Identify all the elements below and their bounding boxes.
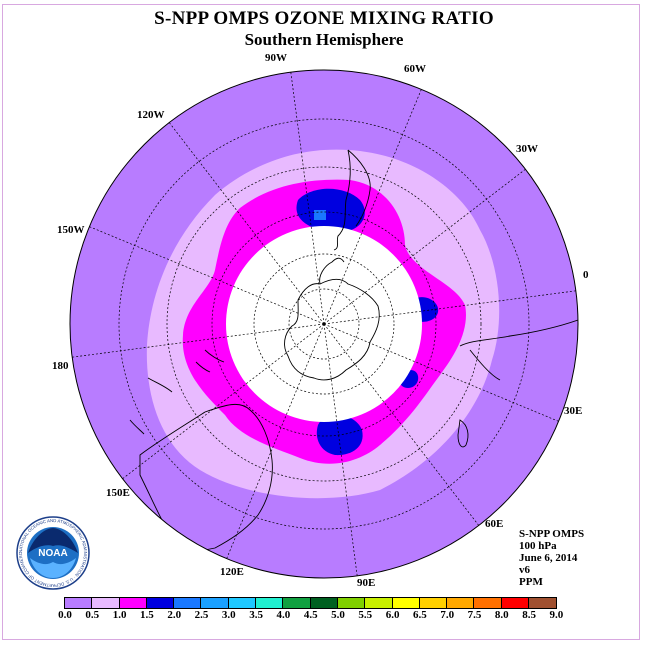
africa-tip (459, 319, 578, 381)
colorbar-tick-label: 0.5 (85, 609, 100, 621)
colorbar-swatch (337, 598, 366, 608)
colorbar-swatch (365, 598, 393, 608)
colorbar-tick-label: 3.0 (221, 609, 236, 621)
colorbar (64, 597, 558, 609)
colorbar-tick-label: 9.0 (549, 609, 564, 621)
noaa-logo-text: NOAA (38, 548, 67, 559)
longitude-label: 90W (265, 52, 287, 64)
colorbar-tick-label: 8.0 (494, 609, 509, 621)
longitude-label: 0 (583, 269, 589, 281)
colorbar-tick-label: 4.0 (276, 609, 291, 621)
antarctica-outline (284, 257, 380, 381)
longitude-label: 120E (220, 566, 244, 578)
colorbar-tick-label: 3.5 (249, 609, 263, 621)
plot-frame (2, 4, 640, 640)
colorbar-swatch (310, 598, 338, 608)
colorbar-swatch (256, 598, 284, 608)
ozone-band-1-5-d (316, 414, 363, 456)
globe-outline (69, 69, 579, 579)
colorbar-swatch (174, 598, 202, 608)
colorbar-swatch (474, 598, 502, 608)
colorbar-swatch (392, 598, 420, 608)
info-units: PPM (519, 576, 543, 588)
info-version: v6 (519, 564, 530, 576)
longitude-label: 60W (404, 63, 426, 75)
longitude-label: 90E (357, 577, 376, 589)
colorbar-tick-label: 7.0 (440, 609, 455, 621)
info-instrument: S-NPP OMPS (519, 528, 585, 540)
colorbar-swatch (529, 598, 557, 608)
colorbar-swatch (283, 598, 311, 608)
colorbar-tick-label: 2.5 (194, 609, 209, 621)
longitude-label: 150E (106, 487, 130, 499)
colorbar-tick-label: 0.0 (58, 609, 72, 621)
colorbar-swatch (501, 598, 530, 608)
map-title: S-NPP OMPS OZONE MIXING RATIO (154, 8, 494, 29)
colorbar-tick-label: 6.0 (385, 609, 400, 621)
colorbar-tick-label: 1.0 (112, 609, 127, 621)
colorbar-tick-label: 2.0 (167, 609, 182, 621)
colorbar-tick-label: 5.5 (358, 609, 373, 621)
south-america-outline (333, 149, 371, 251)
noaa-logo: NOAA NATIONAL OCEANIC AND ATMOSPHERIC AD… (16, 516, 90, 590)
colorbar-tick-label: 1.5 (140, 609, 154, 621)
colorbar-swatch (201, 598, 229, 608)
colorbar-swatch (119, 598, 147, 608)
madagascar (457, 419, 469, 448)
longitude-label: 120W (137, 109, 165, 121)
colorbar-swatch (65, 598, 93, 608)
colorbar-swatch (228, 598, 257, 608)
colorbar-ticks: 0.0 0.5 1.0 1.5 2.0 2.5 3.0 3.5 4.0 4.5 5.0 5.5 6.0 6… (0, 609, 648, 623)
info-date: June 6, 2014 (519, 552, 578, 564)
colorbar-swatch (146, 598, 175, 608)
longitude-label: 150W (57, 224, 85, 236)
graticule (70, 70, 578, 578)
colorbar-tick-label: 6.5 (413, 609, 427, 621)
colorbar-swatch (92, 598, 120, 608)
map-subtitle: Southern Hemisphere (244, 30, 404, 49)
product-info: S-NPP OMPS 100 hPa June 6, 2014 v6 PPM (519, 528, 584, 588)
colorbar-tick-label: 4.5 (303, 609, 318, 621)
longitude-label: 180 (52, 360, 69, 372)
info-pressure: 100 hPa (519, 540, 557, 552)
colorbar-swatch (447, 598, 475, 608)
new-zealand (195, 349, 225, 373)
longitude-label: 30W (516, 143, 538, 155)
colorbar-tick-label: 7.5 (467, 609, 482, 621)
colorbar-swatch (419, 598, 448, 608)
indonesia (129, 377, 173, 435)
longitude-label: 60E (485, 518, 504, 530)
colorbar-tick-label: 8.5 (522, 609, 536, 621)
ozone-band-2-0 (314, 210, 326, 220)
colorbar-tick-label: 5.0 (331, 609, 345, 621)
ozone-band-1-5-a (296, 188, 365, 232)
longitude-label: 30E (564, 405, 583, 417)
